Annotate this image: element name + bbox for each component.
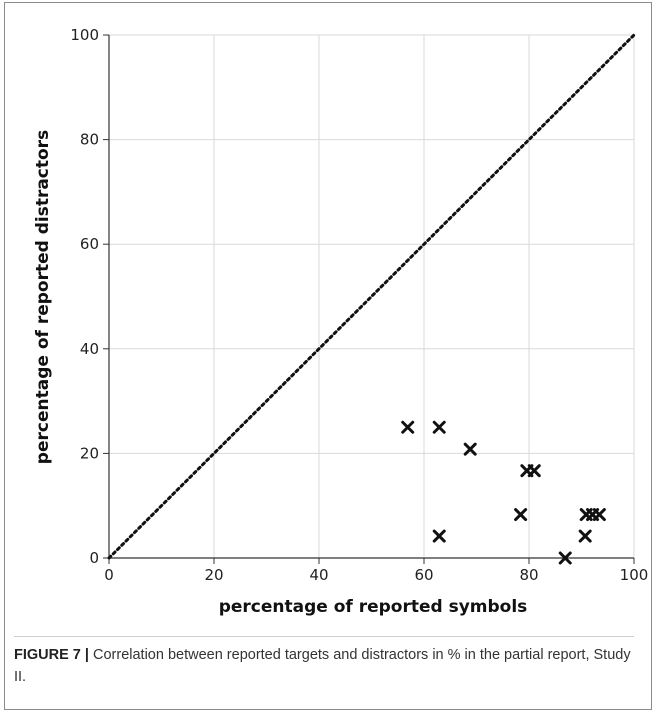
y-tick-label: 100 bbox=[70, 26, 99, 44]
data-point bbox=[514, 508, 528, 522]
caption-label: FIGURE 7 | bbox=[14, 647, 89, 663]
tick-labels: 0 20 40 60 80 100 0 20 40 60 80 100 bbox=[70, 26, 648, 584]
data-point-stroke bbox=[592, 508, 606, 522]
data-point-stroke bbox=[432, 420, 446, 434]
data-point bbox=[401, 420, 415, 434]
data-point bbox=[558, 551, 572, 565]
data-point bbox=[432, 529, 446, 543]
data-point bbox=[592, 508, 606, 522]
y-tick-label: 60 bbox=[80, 235, 99, 253]
data-point-stroke bbox=[578, 529, 592, 543]
x-tick-label: 40 bbox=[309, 566, 328, 584]
diagonal-reference-line bbox=[107, 33, 636, 560]
y-tick-label: 80 bbox=[80, 131, 99, 149]
data-point-stroke bbox=[527, 464, 541, 478]
data-points bbox=[401, 420, 606, 565]
x-tick-label: 100 bbox=[620, 566, 649, 584]
x-tick-label: 60 bbox=[414, 566, 433, 584]
figure-frame bbox=[4, 2, 652, 710]
x-tick-label: 0 bbox=[104, 566, 114, 584]
data-point-stroke bbox=[558, 551, 572, 565]
data-point bbox=[527, 464, 541, 478]
data-point-stroke bbox=[401, 420, 415, 434]
data-point bbox=[578, 529, 592, 543]
x-axis-label: percentage of reported symbols bbox=[219, 597, 528, 617]
scatter-chart: 0 20 40 60 80 100 0 20 40 60 80 100 percentage of r… bbox=[33, 26, 648, 617]
data-point bbox=[432, 420, 446, 434]
reference-diagonal bbox=[107, 33, 636, 560]
grid bbox=[109, 34, 635, 558]
data-point bbox=[463, 442, 477, 456]
caption-text: Correlation between reported targets and… bbox=[14, 647, 631, 685]
y-tick-label: 20 bbox=[80, 444, 99, 462]
y-tick-label: 0 bbox=[89, 549, 99, 567]
y-axis-label: percentage of reported distractors bbox=[33, 130, 53, 464]
x-tick-label: 80 bbox=[519, 566, 538, 584]
axes bbox=[103, 34, 635, 564]
data-point-stroke bbox=[463, 442, 477, 456]
caption-separator bbox=[14, 636, 634, 637]
data-point-stroke bbox=[514, 508, 528, 522]
x-tick-label: 20 bbox=[204, 566, 223, 584]
data-point-stroke bbox=[432, 529, 446, 543]
figure-caption: FIGURE 7 | Correlation between reported … bbox=[14, 644, 634, 688]
y-tick-label: 40 bbox=[80, 340, 99, 358]
